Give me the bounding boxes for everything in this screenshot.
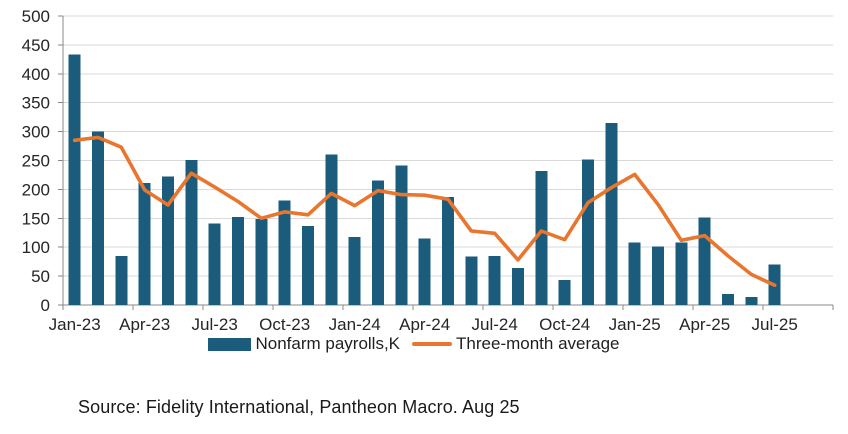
payrolls-bar-Sep-23 [255,218,268,305]
y-tick-label: 100 [22,238,50,257]
x-tick-label: Apr-24 [399,315,450,333]
payrolls-bar-Jan-23 [68,54,81,306]
payrolls-bar-May-23 [162,176,174,305]
payrolls-bar-Mar-24 [395,165,408,305]
payrolls-bar-May-24 [442,196,454,305]
payrolls-bar-Aug-23 [232,217,244,305]
y-tick-label: 500 [22,7,50,26]
payrolls-bar-Nov-23 [302,225,314,305]
x-tick-label: Jan-23 [49,315,101,333]
x-tick-label: Jan-24 [329,315,381,333]
payrolls-bar-Dec-24 [605,122,618,306]
payrolls-bar-Jan-25 [628,242,641,305]
y-tick-label: 350 [22,94,50,113]
payrolls-bar-Aug-24 [512,268,524,305]
x-tick-label: Jul-25 [752,315,798,333]
x-tick-label: Jan-25 [609,315,661,333]
payrolls-bar-Jul-24 [488,255,501,305]
payrolls-bar-Jul-23 [208,223,221,305]
x-tick-label: Oct-24 [539,315,590,333]
payrolls-bar-Jun-25 [745,296,758,305]
legend-item-nonfarm-payrolls: Nonfarm payrolls,K [208,334,400,354]
payrolls-bar-Apr-25 [698,217,711,305]
chart-legend: Nonfarm payrolls,K Three-month average [0,334,848,354]
x-tick-label: Jul-23 [192,315,238,333]
payrolls-bar-Jun-24 [465,256,478,305]
payrolls-chart: 0 50 100 150 200 250 300 350 400 450 500 Jan-23 Apr-… [22,7,834,333]
legend-item-three-month-average: Three-month average [412,334,620,354]
x-tick-label: Apr-25 [679,315,730,333]
source-text: Source: Fidelity International, Pantheon… [78,397,520,417]
payrolls-bar-Mar-23 [115,255,128,305]
y-tick-label: 0 [41,296,50,315]
bar-series-swatch-icon [208,337,252,351]
y-tick-label: 250 [22,152,50,171]
payrolls-bar-Nov-24 [582,159,594,305]
payrolls-bar-Dec-23 [325,154,338,305]
payrolls-bar-Feb-25 [652,246,664,305]
payrolls-bar-Oct-24 [558,280,571,305]
y-tick-label: 200 [22,180,50,199]
legend-label-nonfarm-payrolls: Nonfarm payrolls,K [255,334,401,353]
x-tick-label: Apr-23 [119,315,170,333]
y-tick-label: 400 [22,65,50,84]
legend-label-three-month-average: Three-month average [456,334,620,353]
y-tick-label: 150 [22,209,50,228]
payrolls-bar-Jun-23 [185,159,198,305]
payrolls-bar-Feb-23 [92,131,104,305]
x-tick-label: Jul-24 [472,315,518,333]
y-tick-label: 50 [31,267,50,286]
payrolls-bar-Oct-23 [278,200,291,305]
three-month-average-line [72,135,777,288]
payrolls-bar-Feb-24 [372,180,384,305]
y-tick-label: 300 [22,123,50,142]
line-series-swatch-icon [412,342,453,346]
x-tick-label: Oct-23 [259,315,310,333]
payrolls-bar-Apr-23 [138,183,151,305]
y-tick-label: 450 [22,36,50,55]
payrolls-bar-Mar-25 [675,242,688,305]
payrolls-bar-May-25 [722,294,734,305]
payrolls-bar-Apr-24 [418,238,431,305]
payrolls-bar-Sep-24 [535,170,548,305]
payrolls-bar-Jan-24 [348,236,361,305]
